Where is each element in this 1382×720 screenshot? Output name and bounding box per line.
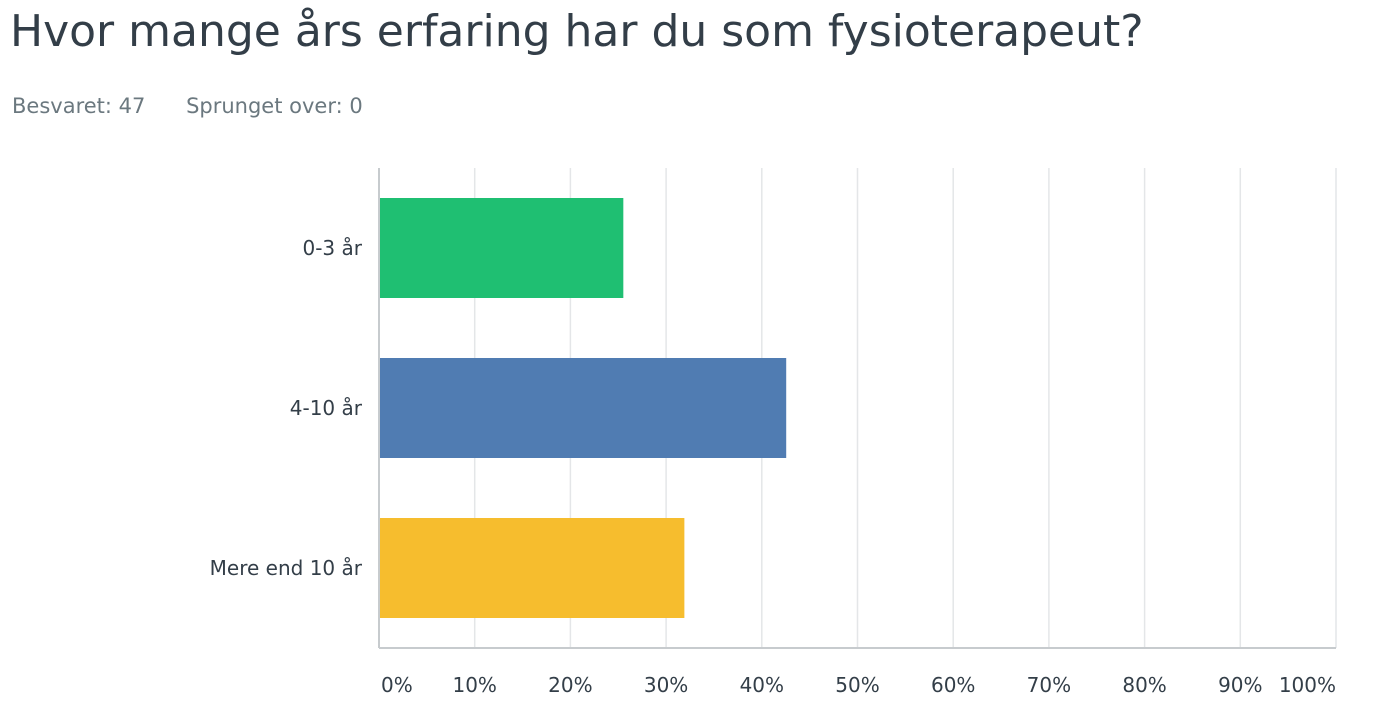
x-tick-label: 10% [452, 673, 496, 697]
x-tick-label: 0% [381, 673, 413, 697]
x-tick-label: 70% [1027, 673, 1071, 697]
bar [379, 518, 684, 618]
x-tick-label: 40% [740, 673, 784, 697]
x-tick-label: 30% [644, 673, 688, 697]
x-tick-label: 100% [1279, 673, 1336, 697]
category-label: Mere end 10 år [210, 556, 363, 580]
x-tick-label: 80% [1122, 673, 1166, 697]
bar [379, 358, 786, 458]
x-tick-label: 60% [931, 673, 975, 697]
category-label: 4-10 år [290, 396, 363, 420]
bar [379, 198, 623, 298]
x-tick-label: 90% [1218, 673, 1262, 697]
x-tick-label: 50% [835, 673, 879, 697]
category-label: 0-3 år [302, 236, 362, 260]
x-tick-label: 20% [548, 673, 592, 697]
